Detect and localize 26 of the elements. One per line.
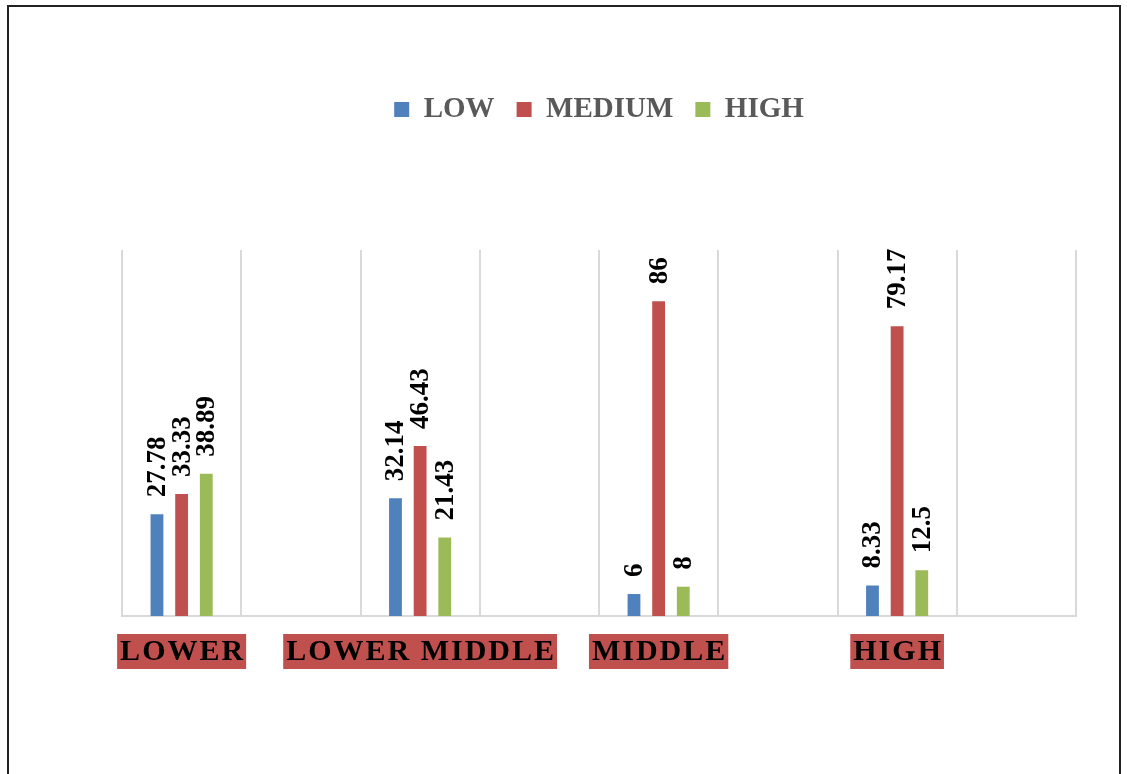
bar <box>652 301 666 616</box>
data-label: 79.17 <box>881 248 912 310</box>
bar <box>915 570 929 616</box>
legend-label: HIGH <box>724 90 805 123</box>
data-label: 8.33 <box>856 521 887 569</box>
bar <box>413 446 427 616</box>
data-label: 21.43 <box>428 459 459 521</box>
bar <box>627 594 641 616</box>
data-label: 6 <box>617 563 648 578</box>
bar <box>175 494 189 616</box>
bar <box>199 473 213 616</box>
data-label: 8 <box>667 556 698 570</box>
bar <box>866 585 879 616</box>
bar <box>438 537 452 616</box>
legend-label: MEDIUM <box>546 90 674 123</box>
bar <box>389 498 402 616</box>
legend-label: LOW <box>423 90 495 123</box>
bar <box>890 326 904 616</box>
x-tick-label: LOWER MIDDLE <box>286 633 557 667</box>
x-tick-label: HIGH <box>853 633 943 667</box>
x-tick-label: LOWER <box>120 633 246 667</box>
bar <box>676 586 690 616</box>
data-label: 12.5 <box>905 506 936 554</box>
bar <box>150 514 164 616</box>
data-label: 86 <box>642 257 673 285</box>
x-tick-label: MIDDLE <box>591 633 728 667</box>
